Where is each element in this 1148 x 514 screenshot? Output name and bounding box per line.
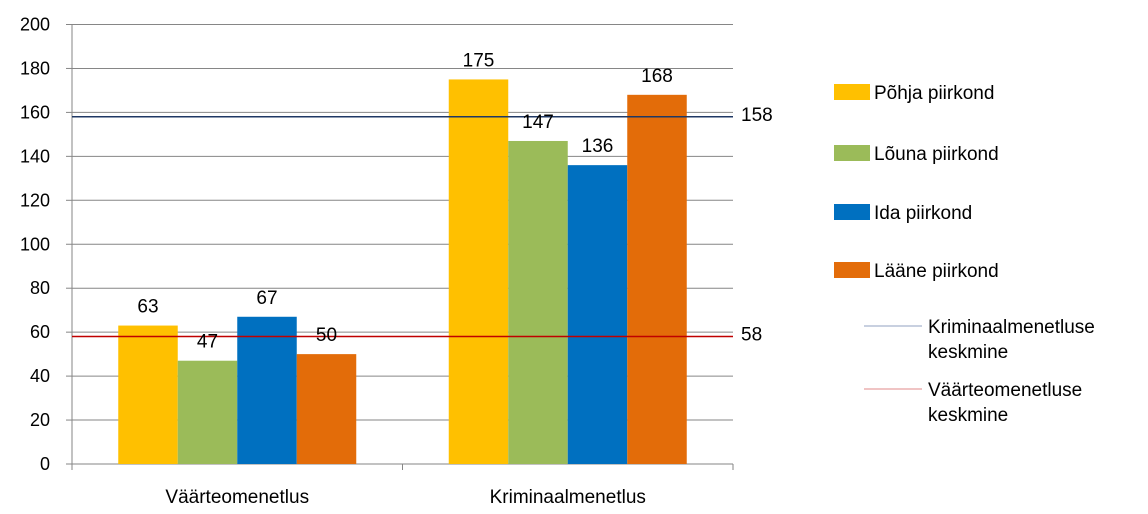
legend-swatch [834,204,870,220]
legend-label: Lõuna piirkond [874,144,999,165]
reference-line-label: 158 [741,105,773,126]
legend-label: Kriminaalmenetluse keskmine [928,317,1095,363]
data-label: 50 [316,325,337,346]
y-tick-label: 0 [40,454,50,474]
bar-0-0 [118,325,178,464]
data-label: 136 [582,136,614,157]
x-category-label: Kriminaalmenetlus [490,487,646,508]
y-tick-label: 100 [20,234,50,254]
bar-2-0 [237,316,297,464]
y-tick-label: 200 [20,15,50,35]
legend-label: Põhja piirkond [874,83,994,104]
data-label: 67 [256,288,277,309]
bar-3-0 [296,354,357,464]
legend-swatch [834,145,870,161]
legend-label: Ida piirkond [874,203,972,224]
legend-swatch [834,262,870,278]
data-label: 147 [522,112,554,133]
y-tick-label: 120 [20,190,50,210]
y-tick-label: 80 [30,278,50,298]
bar-0-1 [448,79,509,464]
data-label: 168 [641,66,673,87]
legend-label: Väärteomenetluse keskmine [928,380,1082,426]
y-tick-label: 140 [20,146,50,166]
data-label: 47 [197,332,218,353]
reference-line-label: 58 [741,325,762,346]
legend-swatch [834,84,870,100]
bar-1-0 [177,360,238,464]
x-category-label: Väärteomenetlus [165,487,309,508]
y-tick-label: 60 [30,322,50,342]
data-label: 63 [137,297,158,318]
y-tick-label: 180 [20,58,50,78]
bar-3-1 [627,94,687,464]
y-tick-label: 40 [30,366,50,386]
legend-label: Lääne piirkond [874,261,999,282]
bar-1-1 [508,140,568,464]
data-label: 175 [463,50,495,71]
bar-2-1 [567,165,628,464]
y-tick-label: 20 [30,410,50,430]
y-tick-label: 160 [20,102,50,122]
